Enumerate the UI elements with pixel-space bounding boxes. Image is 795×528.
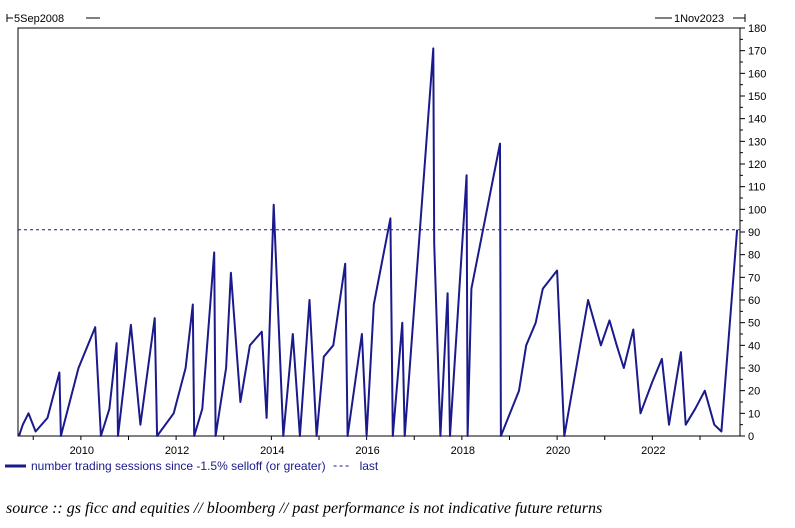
x-tick-label: 2016 bbox=[355, 445, 379, 457]
y-tick-label: 80 bbox=[748, 250, 760, 262]
range-start-label: 5Sep2008 bbox=[14, 13, 64, 25]
legend-last-label: last bbox=[360, 459, 379, 473]
x-tick-label: 2020 bbox=[546, 445, 570, 457]
x-tick-label: 2010 bbox=[70, 445, 94, 457]
y-tick-label: 140 bbox=[748, 114, 766, 126]
y-tick-label: 160 bbox=[748, 68, 766, 80]
y-tick-label: 100 bbox=[748, 204, 766, 216]
series-group bbox=[18, 47, 740, 437]
y-tick-label: 60 bbox=[748, 295, 760, 307]
x-tick-label: 2014 bbox=[260, 445, 284, 457]
y-tick-label: 10 bbox=[748, 408, 760, 420]
y-tick-label: 110 bbox=[748, 182, 766, 194]
series-main-line bbox=[18, 47, 739, 437]
x-axis: 2010 2012 2014 2016 2018 2020 2022 bbox=[32, 436, 701, 457]
chart: 5Sep2008 1Nov2023 0 10 20 30 40 50 60 70 80 90 100 1… bbox=[5, 13, 766, 473]
y-tick-label: 150 bbox=[748, 91, 766, 103]
plot-frame bbox=[17, 27, 741, 437]
y-tick-label: 30 bbox=[748, 363, 760, 375]
legend-series-label: number trading sessions since -1.5% sell… bbox=[31, 459, 326, 473]
range-markers: 5Sep2008 1Nov2023 bbox=[6, 13, 746, 25]
y-tick-label: 50 bbox=[748, 318, 760, 330]
legend: number trading sessions since -1.5% sell… bbox=[5, 459, 379, 473]
y-tick-label: 40 bbox=[748, 340, 760, 352]
y-tick-label: 20 bbox=[748, 386, 760, 398]
y-tick-label: 130 bbox=[748, 136, 766, 148]
y-tick-label: 180 bbox=[748, 23, 766, 35]
y-tick-label: 120 bbox=[748, 159, 766, 171]
y-tick-label: 0 bbox=[748, 431, 754, 443]
y-tick-label: 70 bbox=[748, 272, 760, 284]
x-tick-label: 2022 bbox=[641, 445, 665, 457]
range-end-label: 1Nov2023 bbox=[674, 13, 724, 25]
y-tick-label: 170 bbox=[748, 46, 766, 58]
x-tick-label: 2012 bbox=[165, 445, 189, 457]
source-note: source :: gs ficc and equities // bloomb… bbox=[6, 500, 603, 517]
x-tick-label: 2018 bbox=[451, 445, 475, 457]
y-tick-label: 90 bbox=[748, 227, 760, 239]
y-axis: 0 10 20 30 40 50 60 70 80 90 100 110 120 130 140 150 160… bbox=[740, 23, 766, 443]
